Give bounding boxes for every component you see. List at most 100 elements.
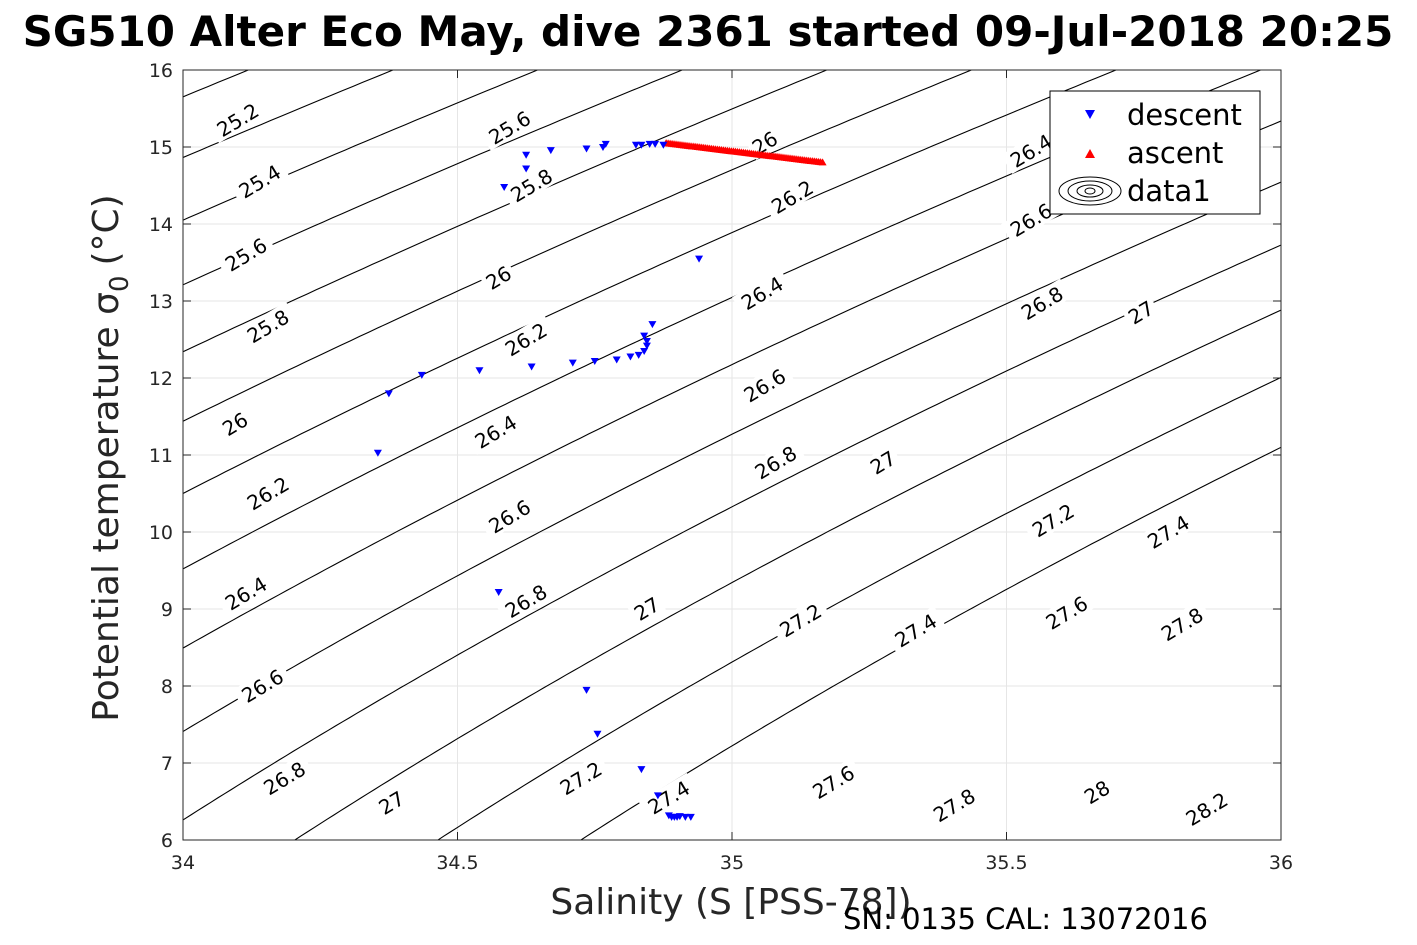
contour-label-bg [1001, 126, 1061, 174]
y-axis-label-unit: (°C) [86, 194, 127, 265]
contour-label-bg [501, 160, 561, 209]
descent-point [612, 356, 621, 364]
contour-label-bg [479, 491, 539, 540]
isopycnal-line [183, 70, 1118, 495]
contour-label-bg [924, 780, 984, 829]
descent-point [645, 140, 654, 148]
contour-label-bg [371, 784, 411, 820]
y-tick-label: 6 [161, 830, 173, 852]
y-tick-label: 12 [149, 368, 173, 390]
y-axis-label-main: Potential temperature σ [86, 292, 127, 722]
contour-label-bg [863, 444, 902, 480]
contour-label-bg [254, 753, 314, 802]
legend: descent ascent data1 [1049, 90, 1261, 215]
contour-label-bg [745, 437, 806, 486]
contour-label-bg [1012, 278, 1072, 327]
legend-contour-marker [1058, 176, 1122, 206]
contour-label-bg [1036, 588, 1097, 636]
isopycnal-line [0, 32, 54, 879]
contour-label-bg [465, 407, 526, 455]
descent-point [590, 358, 599, 366]
contour-label-bg [495, 314, 556, 363]
descent-point [642, 338, 651, 346]
descent-point [384, 390, 393, 398]
descent-point [695, 255, 704, 263]
y-tick-label: 10 [149, 522, 173, 544]
contour-label-bg [215, 230, 276, 278]
x-axis-label: Salinity (S [PSS-78]) [550, 882, 911, 923]
contour-label-bg [1152, 599, 1212, 648]
y-tick-label: 8 [161, 676, 173, 698]
serial-calibration-text: SN: 0135 CAL: 13072016 [843, 902, 1208, 936]
legend-ascent-marker [1085, 149, 1095, 158]
y-tick-label: 11 [149, 445, 173, 467]
y-tick-label: 13 [149, 291, 173, 313]
contour-label-bg [1121, 294, 1160, 330]
contour-label-bg [478, 259, 518, 295]
contour-label-bg [229, 156, 290, 205]
descent-point [593, 730, 602, 738]
descent-point [659, 141, 668, 149]
descent-point [546, 147, 555, 155]
descent-point [648, 321, 657, 329]
descent-series [373, 140, 704, 821]
y-tick-label: 15 [149, 137, 173, 159]
descent-point [651, 140, 660, 148]
descent-point [631, 141, 640, 149]
isopycnal-line [580, 446, 1281, 840]
contour-label-bg [885, 605, 946, 654]
descent-point [686, 813, 695, 821]
descent-point [601, 140, 610, 148]
descent-point [522, 151, 531, 159]
isopycnal-line [183, 70, 973, 422]
contour-label-bg [1001, 195, 1061, 244]
contour-label-bg [550, 753, 611, 802]
contour-label-bg [237, 301, 298, 350]
legend-descent-label: descent [1127, 98, 1242, 132]
descent-point [637, 766, 646, 774]
descent-point [640, 348, 649, 356]
legend-descent-marker [1085, 110, 1095, 119]
ascent-point [818, 158, 827, 166]
descent-point [582, 686, 591, 694]
x-tick-label: 35 [720, 852, 744, 874]
ascent-series [662, 139, 827, 166]
descent-point [494, 589, 503, 597]
contour-label-bg [762, 172, 822, 221]
contour-label-bg [1077, 773, 1116, 810]
x-tick-label: 35.5 [985, 852, 1027, 874]
descent-point [522, 165, 531, 173]
descent-point [642, 342, 651, 350]
x-tick-label: 34 [171, 852, 195, 874]
descent-point [653, 792, 662, 800]
contour-label-bg [232, 661, 292, 709]
contour-label-bg [638, 772, 699, 821]
descent-point [626, 353, 635, 361]
x-tick-label: 36 [1269, 852, 1293, 874]
y-axis-label: Potential temperature σ0 (°C) [86, 194, 135, 721]
contour-label-bg [207, 95, 268, 144]
isopycnal-line [183, 70, 539, 221]
legend-ascent-label: ascent [1127, 136, 1223, 170]
contour-label-bg [495, 576, 556, 625]
descent-point [681, 813, 690, 821]
chart-title: SG510 Alter Eco May, dive 2361 started 0… [23, 7, 1394, 56]
descent-point [417, 371, 426, 379]
descent-point [373, 449, 382, 457]
contour-label-bg [215, 568, 276, 617]
contour-label-bg [1176, 784, 1237, 833]
descent-point [582, 145, 591, 153]
contour-label-bg [732, 268, 792, 317]
contour-label-bg [479, 103, 539, 151]
contour-label-bg [627, 590, 666, 626]
isopycnal-line [436, 376, 1281, 840]
descent-point [568, 359, 577, 367]
descent-point [475, 367, 484, 375]
isopycnal-line [293, 309, 1281, 840]
descent-point [634, 351, 643, 359]
contour-label-bg [237, 468, 298, 517]
descent-point [675, 813, 684, 821]
isopycnal-line [183, 181, 1281, 733]
contour-label-bg [1023, 495, 1083, 544]
